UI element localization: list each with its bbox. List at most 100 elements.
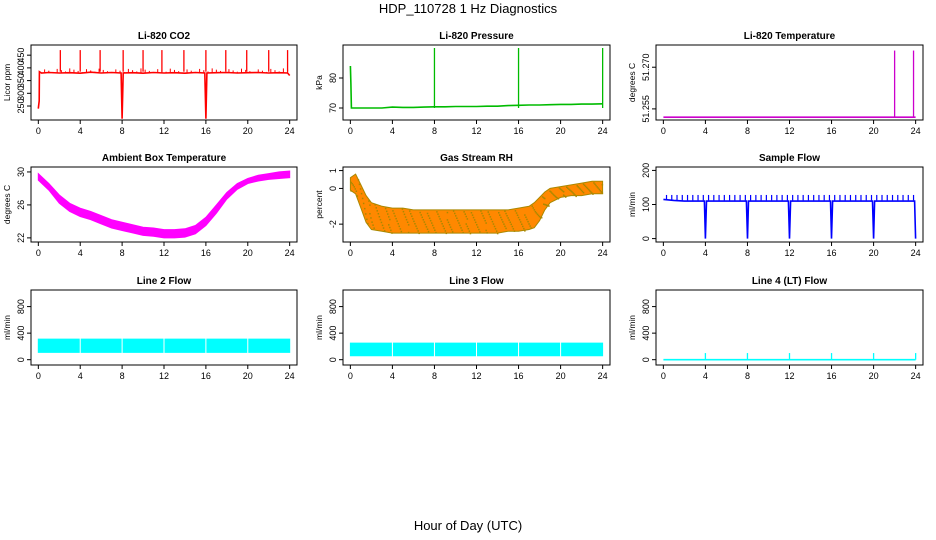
- x-tick-label: 12: [471, 371, 481, 381]
- noise-dot: [485, 229, 487, 232]
- x-tick-label: 8: [745, 126, 750, 136]
- panel-title: Ambient Box Temperature: [102, 153, 227, 164]
- noise-dot: [491, 220, 494, 223]
- noise-dot: [562, 194, 565, 196]
- noise-dot: [565, 196, 567, 198]
- noise-dot: [391, 232, 393, 234]
- noise-dot: [563, 195, 566, 197]
- noise-dot: [548, 205, 550, 207]
- noise-dot: [596, 186, 598, 188]
- noise-dot: [379, 218, 382, 221]
- noise-dot: [533, 209, 536, 211]
- noise-dot: [351, 182, 353, 185]
- noise-dot: [591, 192, 593, 194]
- noise-dot: [546, 204, 548, 207]
- noise-dot: [577, 186, 579, 188]
- noise-dot: [486, 232, 488, 234]
- noise-dot: [415, 225, 417, 227]
- noise-dot: [566, 186, 568, 188]
- noise-dot: [499, 214, 501, 216]
- noise-dot: [572, 192, 574, 194]
- noise-dot: [364, 207, 366, 210]
- noise-dot: [470, 212, 473, 214]
- noise-dot: [400, 230, 403, 233]
- noise-dot: [581, 190, 584, 193]
- noise-dot: [578, 187, 581, 189]
- noise-dot: [352, 184, 354, 186]
- noise-dot: [515, 212, 518, 214]
- y-tick-label: 400: [16, 326, 26, 341]
- noise-dot: [538, 215, 541, 218]
- noise-dot: [531, 205, 533, 207]
- noise-dot: [536, 213, 539, 215]
- x-tick-label: 16: [201, 126, 211, 136]
- noise-dot: [580, 189, 583, 192]
- y-tick-label: 80: [328, 73, 338, 83]
- noise-dot: [455, 215, 457, 217]
- x-tick-label: 20: [556, 126, 566, 136]
- x-tick-label: 4: [78, 371, 83, 381]
- noise-dot: [427, 230, 430, 233]
- x-tick-label: 24: [285, 126, 295, 136]
- noise-dot: [365, 213, 367, 215]
- noise-dot: [461, 229, 463, 231]
- noise-dot: [500, 216, 502, 219]
- noise-dot: [479, 231, 481, 233]
- x-tick-label: 20: [243, 126, 253, 136]
- noise-dot: [496, 232, 499, 235]
- noise-dot: [376, 210, 378, 212]
- noise-dot: [350, 181, 352, 184]
- noise-dot: [593, 182, 595, 184]
- plot-area: [37, 170, 291, 239]
- x-tick-label: 16: [827, 126, 837, 136]
- noise-dot: [473, 219, 476, 221]
- noise-dot: [432, 224, 434, 227]
- noise-dot: [513, 230, 516, 232]
- x-tick-label: 0: [348, 248, 353, 258]
- x-tick-label: 4: [703, 248, 708, 258]
- x-tick-label: 20: [243, 248, 253, 258]
- noise-dot: [571, 191, 573, 193]
- noise-dot: [521, 223, 523, 225]
- noise-dot: [362, 202, 365, 205]
- series-band: [37, 170, 291, 239]
- noise-dot: [502, 221, 504, 223]
- y-axis-label: ml/min: [627, 192, 637, 217]
- noise-dot: [465, 215, 467, 218]
- plot-frame: [30, 289, 298, 366]
- noise-dot: [457, 219, 459, 222]
- panel-9: Line 4 (LT) Flow 0 4 8 12 16 20 24 0 400 800 ml/min: [627, 276, 924, 381]
- noise-dot: [555, 196, 557, 198]
- noise-dot: [466, 218, 469, 220]
- noise-dot: [445, 232, 448, 235]
- x-tick-label: 24: [285, 371, 295, 381]
- panel-title: Li-820 Pressure: [439, 31, 514, 42]
- noise-dot: [405, 218, 408, 221]
- noise-dot: [387, 213, 389, 215]
- noise-dot: [409, 210, 411, 212]
- noise-dot: [517, 216, 520, 219]
- noise-dot: [487, 211, 489, 213]
- noise-dot: [522, 225, 524, 228]
- x-tick-label: 12: [471, 248, 481, 258]
- panel-title: Sample Flow: [759, 153, 820, 164]
- noise-dot: [504, 225, 506, 228]
- x-tick-label: 8: [745, 248, 750, 258]
- noise-dot: [493, 225, 496, 228]
- noise-dot: [595, 184, 597, 187]
- noise-dot: [592, 193, 594, 195]
- noise-dot: [421, 216, 423, 219]
- noise-dot: [354, 188, 356, 190]
- y-tick-label: 0: [16, 357, 26, 362]
- plot-area: [37, 338, 291, 354]
- noise-dot: [588, 188, 590, 191]
- x-tick-label: 16: [201, 248, 211, 258]
- noise-dot: [356, 195, 359, 197]
- y-tick-label: 800: [16, 299, 26, 314]
- noise-dot: [525, 216, 527, 218]
- plot-area: [663, 353, 917, 361]
- noise-dot: [390, 229, 392, 232]
- x-tick-label: 8: [432, 371, 437, 381]
- noise-dot: [574, 194, 576, 196]
- noise-dot: [573, 193, 575, 195]
